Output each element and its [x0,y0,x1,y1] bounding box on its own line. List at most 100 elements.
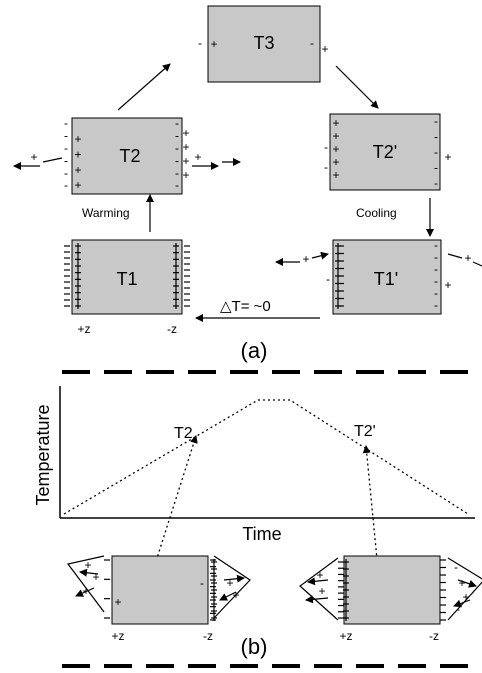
plus-z-label-b-left: +z [111,629,124,643]
charge-plus: + [74,148,81,162]
charge-arrow [307,577,329,586]
charge-plus: + [332,155,339,169]
charge-plus: + [74,132,81,146]
charge-plus: + [82,584,89,598]
charge-minus: - [64,153,68,167]
charge-plus: + [302,252,309,266]
charge-minus: - [64,178,68,192]
charge-arrow [472,261,482,267]
x-axis-label: Time [242,524,281,544]
charge-arrow [223,574,245,583]
panel-a: T3 - + - + Warming Cooling T2 ------++++… [13,5,482,363]
charge-plus: + [332,168,339,182]
panel-b-label: (b) [241,634,268,659]
charge-minus: - [434,114,438,128]
charge-plus: + [232,588,239,602]
state-box-t2: T2 ------++++ ------++++ + + [13,116,241,195]
sample-box-t2p: + + - + + - +z -z [299,555,482,643]
charge-arrow [457,579,477,588]
charge-minus: - [434,161,438,175]
charge-plus: + [316,568,323,582]
charge-plus: + [444,278,451,292]
ion-cloud-left [66,555,105,613]
charge-minus: - [434,298,438,312]
charge-minus: - [456,602,460,616]
charge-minus: - [64,166,68,180]
minus-z-label-b-right: -z [429,629,439,643]
charge-minus: - [175,153,179,167]
charge-plus: + [226,576,233,590]
charge-plus: + [114,595,121,609]
arrow-t2-to-t3 [117,63,171,111]
charge-minus: - [310,36,314,50]
minus-z-label: -z [167,322,177,336]
charge-plus: + [321,42,328,56]
state-label-t3: T3 [253,33,274,53]
charge-minus: - [64,141,68,155]
temperature-curve [63,399,469,515]
charge-minus: - [326,272,330,286]
sample-box-t2: + - + + + + + +z -z [66,555,251,643]
charge-plus: + [74,163,81,177]
delta-t-label: △T= ~0 [220,298,271,315]
charge-minus: - [64,116,68,130]
plus-z-label-b-right: +z [339,629,352,643]
charge-plus: + [332,116,339,130]
state-label-t1p: T1' [374,269,398,289]
state-label-t1: T1 [116,269,137,289]
charge-arrow [311,251,329,260]
charge-minus: - [434,130,438,144]
state-box-t1: T1 +z -z [64,239,190,336]
charge-plus: + [444,150,451,164]
charge-minus: - [434,262,438,276]
charge-minus: - [454,560,458,574]
charge-minus: - [175,129,179,143]
state-box-t2p: T2' +++++-- -----+ [324,113,452,191]
charge-arrow [219,591,237,601]
curve-label-t2p: T2' [354,423,376,440]
charge-plus: + [84,558,91,572]
pointer-t2p [362,445,381,591]
panel-b: Temperature Time T2 T2' + - + + + + + + [33,386,482,659]
charge-minus: - [200,576,204,590]
charge-plus: + [194,150,201,164]
charge-minus: - [175,141,179,155]
charge-plus: + [182,168,189,182]
charge-plus: + [462,590,469,604]
charge-minus: - [175,116,179,130]
charge-plus: + [182,140,189,154]
charge-plus: + [182,126,189,140]
y-axis-label: Temperature [33,404,53,505]
charge-minus: - [324,160,328,174]
charge-arrow [447,253,463,259]
charge-plus: + [210,37,217,51]
charge-minus: - [434,286,438,300]
curve-label-t2: T2 [174,425,193,442]
charge-arrow [75,587,95,597]
charge-plus: + [332,142,339,156]
ion-cloud-right [213,555,251,619]
charge-plus: + [318,584,325,598]
charge-arrow [42,157,63,163]
charge-minus: - [64,129,68,143]
charge-minus: - [434,250,438,264]
state-box-t1p: T1' - ------+ + + [275,238,482,315]
charge-minus: - [434,176,438,190]
plus-z-label: +z [77,322,90,336]
charge-plus: + [30,150,37,164]
charge-minus: - [434,145,438,159]
charge-minus: - [324,140,328,154]
charge-minus: - [434,238,438,252]
charge-plus: + [182,154,189,168]
charge-plus: + [464,251,471,265]
state-label-t2: T2 [119,146,140,166]
charge-plus: + [332,129,339,143]
warming-label: Warming [82,206,130,220]
cooling-label: Cooling [356,206,397,220]
charge-minus: - [198,36,202,50]
charge-minus: - [434,274,438,288]
charge-arrow [79,568,99,577]
charge-plus: + [74,178,81,192]
charge-arrow [305,595,329,604]
state-label-t2p: T2' [373,142,397,162]
